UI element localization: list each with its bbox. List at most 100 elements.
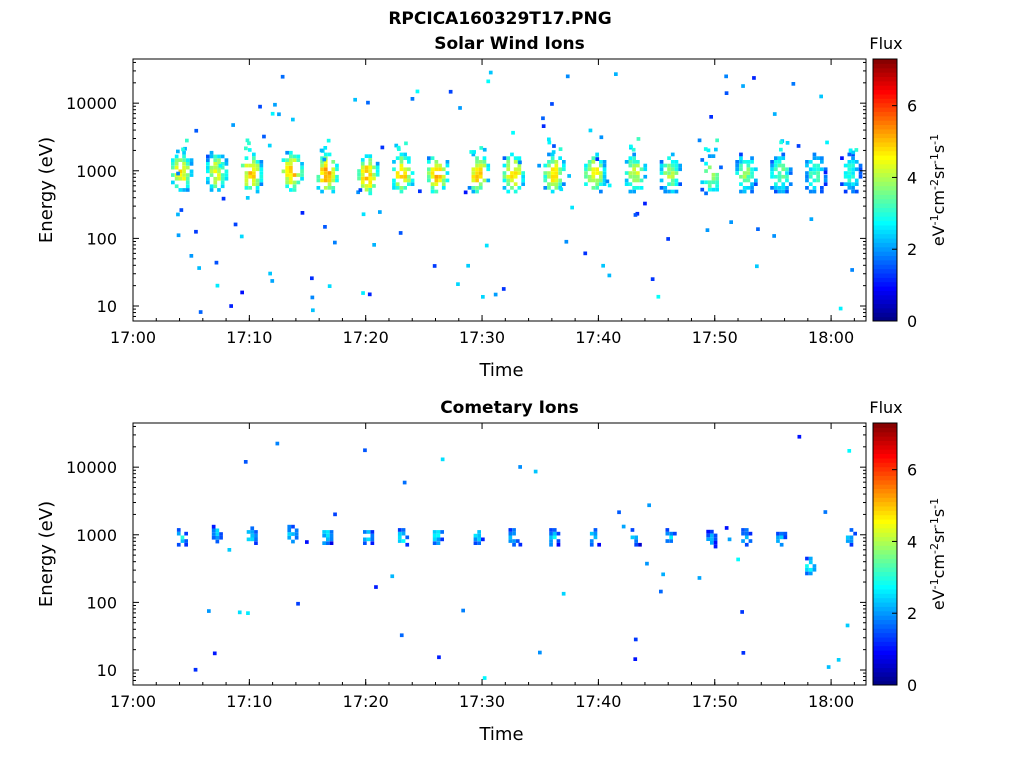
heatmap-cell <box>663 189 668 194</box>
colorbar-segment <box>873 299 897 305</box>
heatmap-cell <box>174 176 179 181</box>
heatmap-cell <box>240 163 245 168</box>
colorbar-segment <box>873 63 897 69</box>
heatmap-cell <box>750 160 754 164</box>
heatmap-cell <box>562 182 566 186</box>
heatmap-cell <box>659 186 664 190</box>
heatmap-cell <box>597 542 601 547</box>
heatmap-cell <box>558 156 562 160</box>
heatmap-cell <box>602 163 607 168</box>
heatmap-cell <box>237 610 242 615</box>
heatmap-cell <box>285 176 289 181</box>
heatmap-cell <box>287 528 292 533</box>
y-axis-label: Energy (eV) <box>36 137 57 243</box>
heatmap-cell <box>711 154 716 158</box>
heatmap-cell <box>185 188 190 192</box>
colorbar-segment <box>873 431 897 437</box>
heatmap-cell <box>475 189 479 194</box>
colorbar-title: Flux <box>869 398 902 417</box>
heatmap-cell <box>770 186 774 190</box>
heatmap-cell <box>209 150 214 155</box>
y-tick-label: 10000 <box>66 94 117 113</box>
heatmap-cell <box>599 174 603 179</box>
x-tick-label: 17:40 <box>575 692 621 711</box>
heatmap-cell <box>781 182 786 186</box>
heatmap-cell <box>289 165 293 170</box>
heatmap-cell <box>361 291 365 295</box>
colorbar-segment <box>873 137 897 143</box>
heatmap-cell <box>300 173 304 177</box>
heatmap-cell <box>639 167 644 172</box>
heatmap-cell <box>275 441 280 446</box>
colorbar-segment <box>873 316 897 322</box>
heatmap-cell <box>595 186 599 190</box>
heatmap-cell <box>479 146 484 150</box>
colorbar-segment <box>873 185 897 191</box>
heatmap-cell <box>363 448 367 453</box>
heatmap-cell <box>550 160 555 164</box>
heatmap-cell <box>398 231 403 235</box>
heatmap-cell <box>441 178 446 183</box>
heatmap-cell <box>820 189 824 194</box>
heatmap-cell <box>785 167 789 172</box>
heatmap-cell <box>643 201 647 206</box>
heatmap-cell <box>478 167 483 172</box>
heatmap-cell <box>812 156 817 160</box>
heatmap-cell <box>742 160 747 164</box>
heatmap-cell <box>292 184 297 189</box>
heatmap-cell <box>791 82 796 86</box>
colorbar-segment <box>873 567 897 572</box>
heatmap-cell <box>785 178 789 183</box>
heatmap-cell <box>213 184 218 189</box>
heatmap-cell <box>669 539 673 543</box>
heatmap-cell <box>587 178 592 183</box>
colorbar-segment <box>873 514 897 520</box>
heatmap-cell <box>432 533 437 538</box>
heatmap-cell <box>395 171 400 175</box>
heatmap-cell <box>588 128 593 133</box>
colorbar-segment <box>873 540 897 546</box>
heatmap-cell <box>399 186 404 190</box>
heatmap-cell <box>267 143 272 148</box>
x-tick-label: 17:30 <box>459 328 505 347</box>
heatmap-cell <box>368 176 373 181</box>
heatmap-cell <box>434 167 439 172</box>
y-axis-label: Energy (eV) <box>36 501 57 607</box>
heatmap-cell <box>823 174 828 179</box>
heatmap-cell <box>323 163 328 168</box>
heatmap-cell <box>231 123 235 127</box>
heatmap-cell <box>589 531 594 536</box>
heatmap-cell <box>250 533 255 538</box>
heatmap-cell <box>755 264 759 269</box>
heatmap-cell <box>296 180 301 185</box>
heatmap-cell <box>292 173 297 177</box>
x-axis-label: Time <box>478 724 523 745</box>
heatmap-cell <box>567 174 571 178</box>
heatmap-cell <box>599 160 603 164</box>
heatmap-cell <box>549 539 553 543</box>
heatmap-cell <box>556 542 561 547</box>
heatmap-cell <box>521 174 525 179</box>
heatmap-cell <box>300 176 304 181</box>
heatmap-cell <box>322 157 327 162</box>
heatmap-cell <box>512 531 516 536</box>
heatmap-cell <box>176 149 180 154</box>
colorbar-segment <box>873 268 897 274</box>
heatmap-cell <box>667 182 671 186</box>
heatmap-cell <box>667 189 671 194</box>
heatmap-cell <box>403 186 407 190</box>
heatmap-cell <box>636 160 640 164</box>
heatmap-cell <box>670 160 675 164</box>
heatmap-cell <box>255 182 260 186</box>
heatmap-cell <box>591 167 596 172</box>
heatmap-cell <box>706 533 710 538</box>
heatmap-cell <box>587 174 592 179</box>
heatmap-cell <box>197 266 201 270</box>
heatmap-cell <box>562 167 566 172</box>
heatmap-cell <box>788 182 793 186</box>
heatmap-cell <box>785 186 789 190</box>
heatmap-cell <box>206 165 210 170</box>
heatmap-cell <box>194 229 198 234</box>
heatmap-cell <box>707 154 712 158</box>
heatmap-cell <box>432 264 437 268</box>
